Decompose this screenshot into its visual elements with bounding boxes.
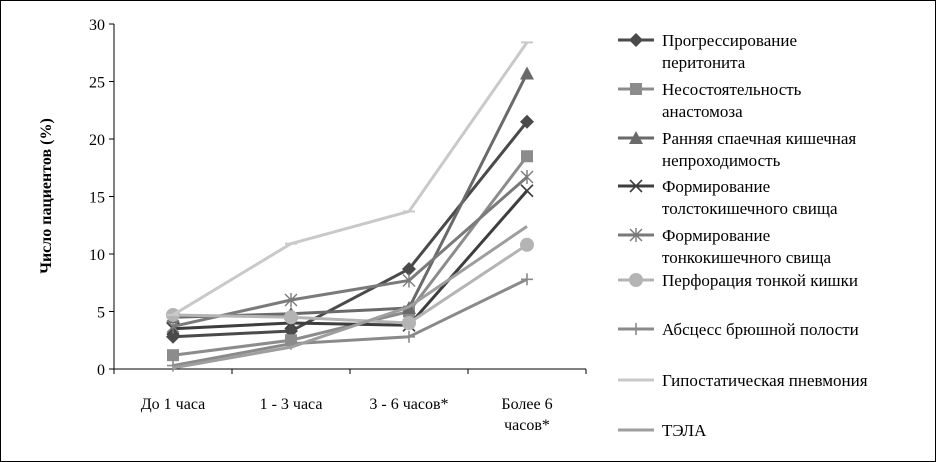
data-point [402, 273, 416, 288]
legend-label-line: Перфорация тонкой кишки [662, 271, 858, 290]
x-tick-label-line: До 1 часа [141, 396, 205, 413]
series-9 [172, 225, 528, 370]
legend-label: Ранняя спаечная кишечная непроходимость [662, 129, 856, 170]
data-point [521, 150, 533, 163]
legend-item: Перфорация тонкой кишки [618, 271, 858, 290]
legend-swatch-marker [629, 228, 643, 242]
y-tick-label: 10 [89, 247, 105, 264]
legend-label-line: ТЭЛА [662, 421, 707, 440]
y-axis-title: Число пациентов (%) [38, 118, 55, 274]
data-point [402, 316, 416, 330]
data-point [520, 184, 534, 198]
x-tick-label: 3 - 6 часов* [369, 396, 448, 413]
legend-label: Абсцесс брюшной полости [662, 320, 859, 339]
chart-legend: Прогрессирование перитонита Несостоятельно… [618, 31, 868, 440]
series-line [172, 189, 529, 331]
y-tick-label: 25 [89, 75, 105, 92]
legend-label: Гипостатическая пневмония [662, 371, 868, 390]
legend-swatch-marker [630, 323, 642, 335]
x-tick-label-line: Более 6 [501, 396, 552, 413]
legend-item: Формирование толстокишечного свища [618, 177, 838, 218]
chart-axes: 0 5 10 15 20 25 30 До 1 часа 1 - 3 часа 3 - 6 час… [38, 17, 587, 434]
legend-label-line: Прогрессирование [662, 31, 797, 50]
series-line [172, 120, 529, 339]
chart-series [166, 41, 534, 372]
data-point [520, 237, 534, 252]
legend-label: ТЭЛА [662, 421, 707, 440]
y-tick-label: 15 [89, 190, 105, 207]
x-tick-label-line: 3 - 6 часов* [369, 396, 448, 413]
series-line [172, 277, 528, 368]
legend-label-line: анастомоза [662, 102, 743, 121]
legend-label-line: непроходимость [662, 151, 781, 170]
legend-item: Абсцесс брюшной полости [618, 320, 859, 339]
series-line [172, 225, 528, 370]
series-6 [166, 237, 534, 330]
legend-label-line: Формирование [662, 177, 770, 196]
series-8 [167, 41, 533, 317]
legend-label-line: тонкокишечного свища [662, 248, 831, 267]
legend-item: Гипостатическая пневмония [618, 371, 868, 390]
series-5 [166, 169, 534, 334]
data-point [402, 261, 416, 276]
legend-swatch-marker [629, 131, 643, 144]
legend-label-line: Формирование [662, 226, 770, 245]
data-point [167, 349, 179, 362]
legend-label: Перфорация тонкой кишки [662, 271, 858, 290]
y-tick-label: 30 [89, 17, 105, 34]
data-point [403, 330, 415, 343]
legend-swatch-marker [629, 179, 643, 193]
x-tick-label: До 1 часа [141, 396, 205, 413]
series-line [172, 175, 528, 328]
x-tick-label: 1 - 3 часа [260, 396, 323, 413]
legend-swatch-marker [629, 33, 643, 47]
data-point [284, 310, 298, 325]
legend-item: Несостоятельность анастомоза [618, 80, 802, 121]
y-tick-label: 20 [89, 132, 105, 149]
legend-item: ТЭЛА [618, 421, 707, 440]
legend-label-line: Гипостатическая пневмония [662, 371, 868, 390]
data-point [167, 359, 179, 372]
legend-swatch-marker [630, 83, 642, 95]
legend-label-line: Несостоятельность [662, 80, 802, 99]
data-point [520, 169, 534, 184]
legend-label: Формирование толстокишечного свища [662, 177, 838, 218]
data-point [520, 114, 534, 129]
legend-label-line: перитонита [662, 53, 746, 72]
x-tick-label: Более 6 часов* [501, 396, 552, 434]
legend-label: Несостоятельность анастомоза [662, 80, 802, 121]
legend-label-line: Абсцесс брюшной полости [662, 320, 859, 339]
data-point [284, 293, 298, 307]
legend-item: Прогрессирование перитонита [618, 31, 797, 72]
x-tick-label-line: 1 - 3 часа [260, 396, 323, 413]
data-point [520, 66, 534, 80]
data-point [521, 273, 533, 286]
x-tick-label-line: часов* [504, 417, 550, 434]
legend-swatch-marker [629, 273, 643, 287]
legend-item: Формирование тонкокишечного свища [618, 226, 831, 267]
series-line [172, 41, 529, 317]
legend-label-line: толстокишечного свища [662, 199, 838, 218]
legend-label: Прогрессирование перитонита [662, 31, 797, 72]
legend-label-line: Ранняя спаечная кишечная [662, 129, 856, 148]
y-tick-label: 0 [97, 362, 105, 379]
y-tick-label: 5 [97, 305, 105, 322]
series-7 [167, 273, 533, 372]
series-line [172, 243, 528, 325]
legend-label: Формирование тонкокишечного свища [662, 226, 831, 267]
legend-item: Ранняя спаечная кишечная непроходимость [618, 129, 856, 170]
